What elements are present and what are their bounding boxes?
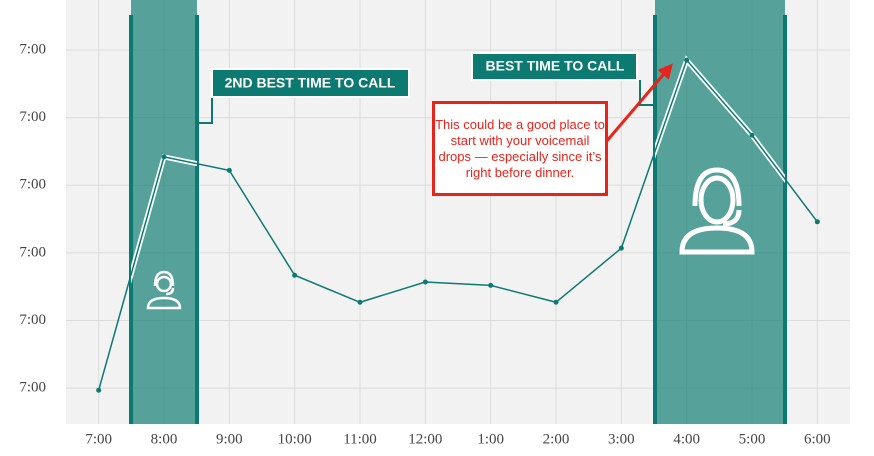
- x-tick-label: 12:00: [408, 431, 442, 447]
- data-point: [618, 245, 624, 251]
- data-point: [96, 387, 102, 393]
- x-tick-label: 4:00: [673, 431, 700, 447]
- callout-arrow: [604, 63, 673, 143]
- data-point: [553, 299, 559, 305]
- y-tick-label: 7:00: [19, 312, 46, 328]
- headset-icon: [679, 167, 755, 255]
- headset-icon: [146, 270, 182, 310]
- callout-text: This could be a good place to start with…: [435, 116, 605, 180]
- x-tick-label: 1:00: [477, 431, 504, 447]
- data-point: [684, 57, 690, 63]
- data-point: [488, 282, 494, 288]
- y-tick-label: 7:00: [19, 380, 46, 396]
- tag-label: 2ND BEST TIME TO CALL: [225, 75, 396, 91]
- data-point: [422, 279, 428, 285]
- data-point: [161, 154, 167, 160]
- data-point: [357, 299, 363, 305]
- data-point: [292, 272, 298, 278]
- x-tick-label: 9:00: [216, 431, 243, 447]
- tag-label: BEST TIME TO CALL: [486, 58, 625, 74]
- y-tick-label: 7:00: [19, 109, 46, 125]
- x-tick-label: 6:00: [804, 431, 831, 447]
- x-tick-label: 2:00: [543, 431, 570, 447]
- data-line: [97, 58, 818, 391]
- callout: This could be a good place to start with…: [432, 101, 608, 196]
- x-tick-label: 11:00: [343, 431, 377, 447]
- x-tick-label: 5:00: [739, 431, 766, 447]
- y-tick-label: 7:00: [19, 41, 46, 57]
- x-tick-label: 10:00: [278, 431, 312, 447]
- highlight-band: [131, 0, 197, 424]
- connector: [639, 80, 653, 106]
- x-tick-label: 7:00: [85, 431, 112, 447]
- y-tick-label: 7:00: [19, 244, 46, 260]
- x-tick-label: 3:00: [608, 431, 635, 447]
- data-point: [226, 167, 232, 173]
- tag-box: [211, 68, 410, 98]
- data-point: [749, 132, 755, 138]
- highlight-band: [655, 0, 785, 424]
- x-tick-label: 8:00: [151, 431, 178, 447]
- data-point: [814, 219, 820, 225]
- tag-box: [471, 52, 638, 81]
- y-tick-label: 7:00: [19, 177, 46, 193]
